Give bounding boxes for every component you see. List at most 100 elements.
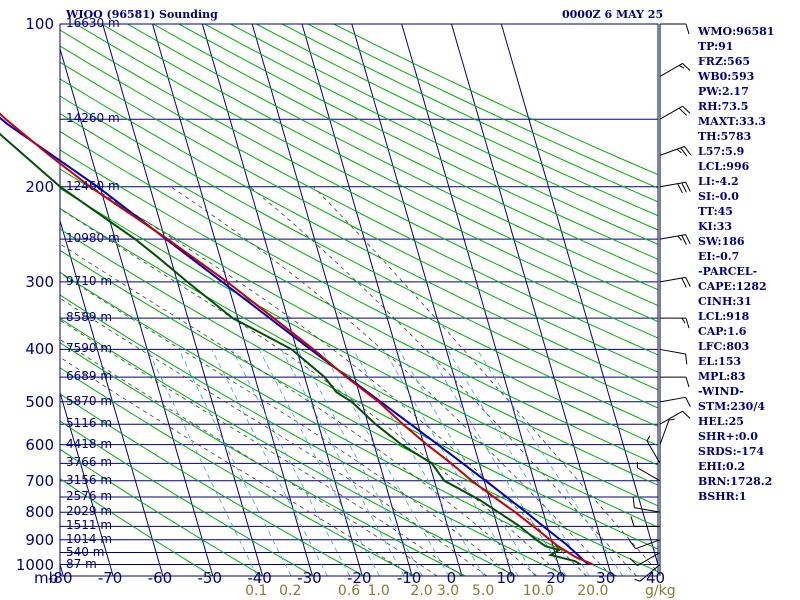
dry-adiabat-line — [60, 45, 658, 356]
wind-barb-flag — [681, 317, 686, 324]
pressure-tick-label: 1000 — [15, 555, 54, 574]
sounding-index: PW:2.17 — [698, 85, 749, 98]
dewpoint-trace — [0, 132, 582, 566]
mixing-ratio-line — [281, 349, 405, 576]
wind-barb-flag — [678, 64, 685, 69]
moist-adiabat-line — [313, 186, 658, 573]
dry-adiabat-lines — [60, 24, 658, 576]
sounding-index: WMO:96581 — [698, 25, 775, 38]
dry-adiabat-line — [60, 420, 314, 576]
temperature-trace — [0, 112, 594, 566]
isotherm-line — [60, 562, 64, 576]
height-label: 87 m — [66, 556, 97, 571]
parcel-line — [0, 116, 589, 566]
height-label: 4418 m — [66, 436, 113, 451]
moist-adiabat-lines — [60, 186, 658, 576]
dry-adiabat-line — [60, 271, 618, 576]
sounding-index: HEL:25 — [698, 415, 744, 428]
sounding-index: TT:45 — [698, 205, 733, 218]
dry-adiabat-line — [60, 342, 466, 576]
mixing-ratio-line — [258, 349, 380, 576]
wind-barb-flag — [678, 107, 687, 116]
sounding-index: SI:-0.0 — [698, 190, 739, 203]
dry-adiabat-line — [60, 29, 658, 339]
sounding-index: L57:5.9 — [698, 145, 745, 158]
dry-adiabat-line — [60, 367, 415, 576]
dry-adiabat-line — [127, 24, 658, 291]
mixing-ratio-line — [231, 349, 351, 576]
pressure-tick-label: 900 — [25, 530, 54, 549]
height-label: 12460 m — [66, 178, 120, 193]
height-label: 6689 m — [66, 369, 113, 384]
isotherm-line — [351, 24, 513, 576]
sounding-index: RH:73.5 — [698, 100, 749, 113]
wind-barb-flag — [681, 235, 687, 245]
isotherm-line — [0, 24, 13, 576]
height-label: 16630 m — [66, 16, 120, 30]
sounding-index: MPL:83 — [698, 370, 746, 383]
wind-barb-flag — [681, 182, 687, 193]
wind-barb — [659, 62, 683, 77]
dry-adiabat-line — [60, 249, 658, 573]
sounding-index: LI:-4.2 — [698, 175, 739, 188]
temperature-tick-label: -50 — [197, 569, 223, 587]
isotherm-line — [201, 24, 363, 576]
temperature-tick-label: -30 — [297, 569, 322, 587]
sounding-index: WB0:593 — [698, 70, 755, 83]
dry-adiabat-line — [60, 78, 658, 391]
parcel-trace — [0, 116, 589, 566]
wind-barb-flag — [630, 516, 635, 527]
height-label: 10980 m — [66, 231, 120, 246]
isotherm-line — [251, 24, 413, 576]
wind-barb — [659, 396, 686, 403]
mixing-ratio-line — [147, 349, 258, 576]
frame-border — [59, 23, 659, 577]
moist-adiabat-line — [60, 319, 463, 576]
sounding-index: CAPE:1282 — [698, 280, 767, 293]
dry-adiabat-line — [60, 187, 658, 507]
dry-adiabat-line — [60, 478, 213, 576]
mixing-ratio-label: 10.0 — [522, 583, 554, 599]
wind-barb-flag — [628, 540, 636, 550]
mixing-ratio-line — [383, 349, 519, 576]
mixing-ratio-label: 3.0 — [436, 583, 460, 599]
height-label: 5870 m — [66, 393, 113, 408]
height-label: 7590 m — [66, 341, 113, 356]
mixing-ratio-label: 5.0 — [471, 583, 495, 599]
isotherm-line — [60, 218, 164, 576]
height-label: 1014 m — [66, 531, 113, 546]
mixing-ratio-label: 0.6 — [337, 583, 361, 599]
mixing-ratio-line — [321, 349, 450, 576]
mixing-ratio-label: 0.1 — [245, 583, 268, 599]
wind-barb-flag — [685, 317, 690, 329]
sounding-index: SW:186 — [698, 235, 745, 248]
height-label: 14260 m — [66, 111, 120, 126]
wind-barb-flag — [682, 63, 691, 71]
height-label: 2576 m — [66, 489, 113, 503]
temperature-line — [0, 112, 594, 566]
wind-barb — [646, 440, 661, 464]
pressure-tick-label: 300 — [25, 272, 54, 291]
mixing-ratio-label: 0.2 — [279, 583, 302, 599]
sounding-index: CINH:31 — [698, 295, 752, 308]
temperature-tick-label: 10 — [496, 569, 516, 587]
wind-barb — [637, 552, 661, 566]
mixing-ratio-label: 1.0 — [367, 583, 390, 599]
height-label: 2029 m — [66, 504, 113, 519]
wind-barb-flag — [682, 410, 691, 419]
sounding-index: TP:91 — [698, 40, 734, 53]
sounding-index: STM:230/4 — [698, 400, 765, 413]
isotherm-line — [451, 24, 612, 576]
isotherm-line — [102, 24, 264, 576]
height-label: 3156 m — [66, 472, 113, 487]
wind-barb — [637, 467, 661, 482]
dry-adiabat-line — [60, 149, 658, 466]
pressure-tick-label: 400 — [25, 340, 54, 359]
dewpoint-line — [0, 132, 582, 566]
pressure-tick-label: 700 — [25, 471, 54, 490]
temperature-tick-label: -20 — [347, 569, 372, 587]
wind-barb-flag — [685, 277, 691, 287]
sounding-index: SHR+:0.0 — [698, 430, 758, 443]
temperature-tick-label: -70 — [97, 569, 123, 587]
dry-adiabat-line — [60, 112, 658, 428]
